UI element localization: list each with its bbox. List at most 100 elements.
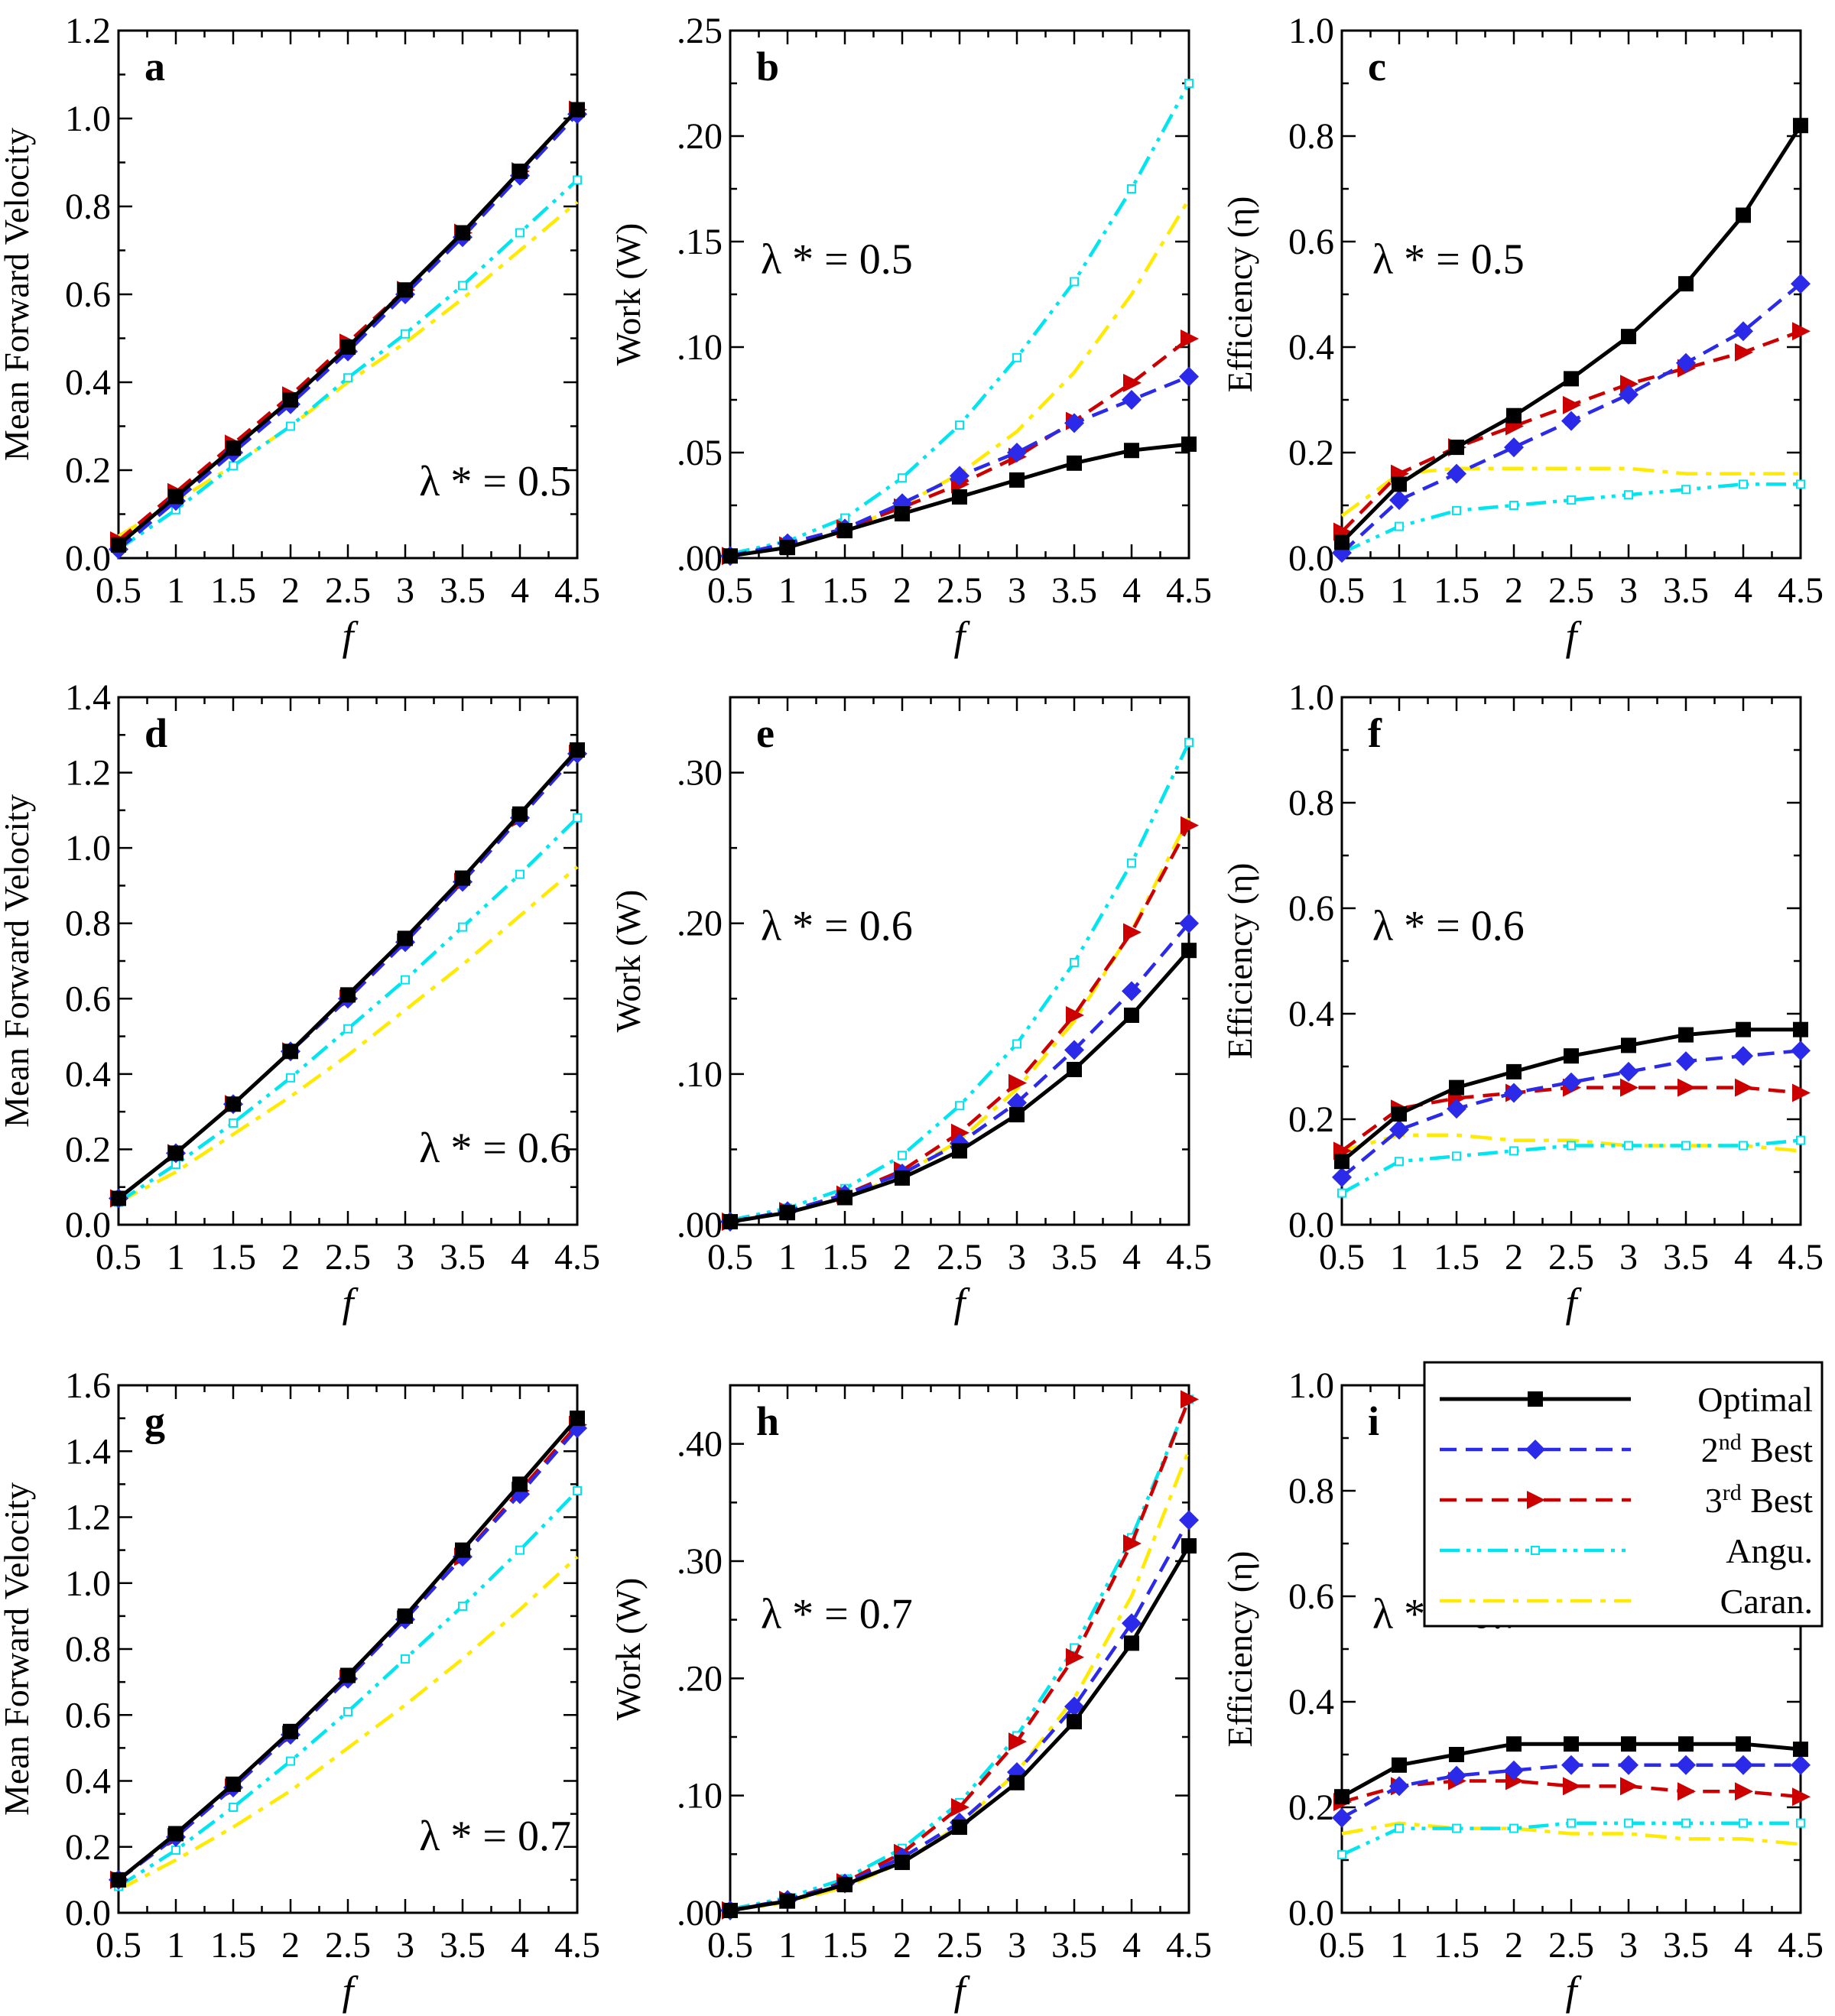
data-point-optimal [455,870,470,886]
data-point-angu [955,420,964,430]
data-point-second [1676,352,1696,373]
data-point-angu [1624,490,1633,500]
x-tick-label: 3 [1008,1237,1026,1277]
y-tick-label: 1.4 [65,677,111,718]
x-tick-label: 3.5 [1051,1237,1097,1277]
x-tick-label: 3 [1619,1237,1638,1277]
x-tick-label: 4 [1734,1925,1752,1966]
series-angu [1337,1135,1805,1198]
legend-entry-angu: Angu. [1440,1531,1813,1570]
data-point-optimal [1181,943,1197,959]
x-tick-label: 2 [281,1925,300,1966]
x-tick-label: 0.5 [1319,570,1365,611]
legend-label-main: 3 [1705,1481,1723,1520]
data-point-angu [1796,1818,1805,1828]
panel-letter: e [756,710,775,756]
data-point-optimal [1124,1007,1139,1023]
panel-h: 0.5 1 1.5 2 2.5 3 3.5 4 4.5 .00 .10 .20 .30 .40 Work (… [609,1384,1212,2014]
series-caran [729,1449,1191,1913]
x-axis-label: f [342,613,359,659]
data-point-second [1179,913,1199,933]
data-point-optimal [837,1190,853,1206]
data-point-third [1792,322,1811,341]
x-tick-label: 2 [893,570,911,611]
data-point-second [1733,1046,1753,1066]
data-point-angu [1567,1141,1576,1151]
y-tick-label: 1.0 [1288,11,1334,51]
data-point-angu [1739,1141,1748,1151]
y-tick-label: 0.6 [1288,888,1334,929]
data-point-third [1735,1078,1753,1097]
data-point-second [1179,366,1199,387]
data-point-second [1122,390,1142,410]
y-tick-label: 0.0 [65,538,111,579]
legend-marker-second [1525,1440,1545,1459]
data-point-second [1561,411,1581,431]
x-tick-label: 4 [511,1925,529,1966]
series-optimal [723,1538,1197,1918]
series-optimal [111,742,585,1206]
x-tick-label: 4 [511,570,529,611]
data-point-optimal [340,1667,356,1683]
data-point-second [1561,1755,1581,1775]
data-point-optimal [1506,1736,1522,1752]
data-point-optimal [1392,1757,1407,1773]
y-tick-label: 0.8 [1288,1471,1334,1511]
x-tick-label: 3 [1619,1925,1638,1966]
data-point-second [1504,1760,1524,1781]
y-tick-label: 0.2 [1288,433,1334,473]
data-point-angu [515,228,525,238]
x-tick-label: 2.5 [325,570,371,611]
x-tick-label: 3.5 [440,570,486,611]
x-tick-label: 1 [1390,1237,1408,1277]
x-tick-label: 1.5 [822,1925,868,1966]
data-point-optimal [283,1723,298,1739]
y-axis-label: Work (W) [609,1578,648,1721]
data-point-optimal [1181,1538,1197,1554]
series-second [1332,1040,1811,1187]
data-point-angu [1452,1151,1461,1161]
data-point-angu [1681,1818,1690,1828]
data-point-optimal [398,1608,413,1624]
data-point-angu [1395,521,1404,531]
x-tick-label: 2 [281,570,300,611]
series-optimal [1334,1736,1808,1805]
x-tick-label: 1.5 [822,1237,868,1277]
legend-label-caran: Caran. [1720,1582,1813,1621]
x-tick-label: 0.5 [96,570,141,611]
y-axis-label: Efficiency (η) [1220,1551,1259,1748]
data-point-second [1676,1051,1696,1072]
data-point-second [1619,385,1639,405]
series-caran [117,865,579,1204]
data-point-optimal [1009,1774,1025,1790]
series-line-second [117,1427,579,1881]
legend-entry-caran: Caran. [1440,1582,1813,1621]
data-point-optimal [1067,1714,1082,1730]
series-third [1333,322,1811,541]
data-point-optimal [283,392,298,407]
series-angu [1337,1818,1805,1860]
data-point-angu [1070,957,1079,967]
panel-letter: b [756,44,779,89]
x-tick-label: 2.5 [1548,1237,1594,1277]
y-tick-label: 1.0 [1288,677,1334,718]
data-point-optimal [952,1143,967,1159]
data-point-angu [1337,1850,1346,1860]
data-point-optimal [1678,276,1694,292]
data-point-optimal [952,489,967,505]
x-tick-label: 4 [511,1237,529,1277]
x-axis-label: f [1565,1968,1582,2014]
x-tick-label: 3.5 [1663,1237,1709,1277]
y-tick-label: 1.2 [65,753,111,794]
panel-c: 0.5 1 1.5 2 2.5 3 3.5 4 4.5 0.0 0.2 0.4 0.6 0.8 1.0 Eff… [1220,11,1824,659]
data-point-angu [286,1756,295,1766]
data-point-second [1619,1061,1639,1082]
lambda-annotation: λ * = 0.6 [761,902,913,950]
x-tick-label: 4.5 [554,1925,600,1966]
panel-a: 0.5 1 1.5 2 2.5 3 3.5 4 4.5 0.0 0.2 0.4 0.6 0.8 1.0 1.2… [0,11,600,659]
series-third [722,816,1199,1232]
data-point-third [1620,1777,1639,1796]
y-tick-label: 0.0 [65,1893,111,1933]
data-point-optimal [780,1893,795,1909]
